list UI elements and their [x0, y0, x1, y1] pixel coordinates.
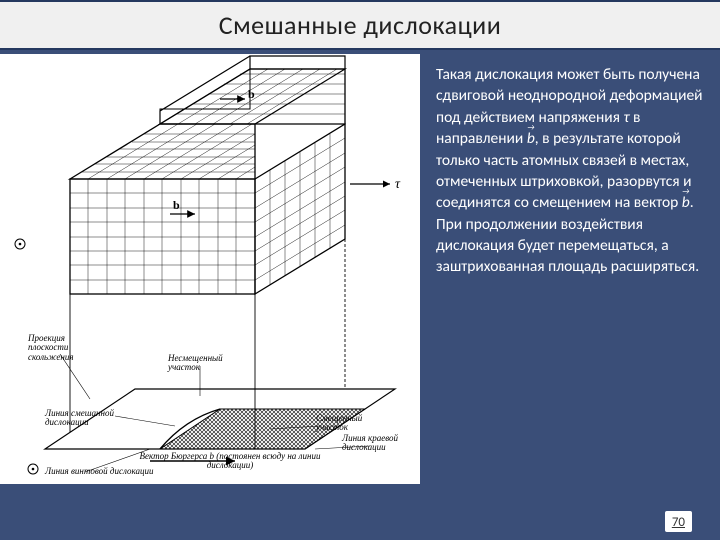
body-text-content: Такая дислокация может быть получена сдв… — [436, 65, 703, 276]
fig-label-projection: Проекция плоскости скольжения — [28, 334, 98, 362]
page-number-box: 70 — [665, 511, 692, 532]
fig-label-screw: Линия винтовой дислокации — [45, 467, 205, 476]
svg-text:τ: τ — [395, 177, 401, 192]
page-number: 70 — [672, 515, 685, 530]
body-text: Такая дислокация может быть получена сдв… — [420, 54, 720, 494]
fig-label-shifted: Смещенный участок — [316, 414, 386, 433]
fig-label-unshifted: Несмещенный участок — [168, 354, 248, 373]
dislocation-figure: τ b b — [0, 54, 420, 484]
fig-label-mixed: Линия смешанной дислокации — [45, 409, 155, 428]
title-bar: Смешанные дислокации — [0, 0, 720, 50]
slide-title: Смешанные дислокации — [219, 9, 502, 41]
content-row: τ b b — [0, 54, 720, 494]
fig-label-edge: Линия краевой дислокации — [342, 434, 412, 453]
svg-text:b: b — [173, 198, 180, 212]
svg-text:b: b — [248, 87, 255, 101]
